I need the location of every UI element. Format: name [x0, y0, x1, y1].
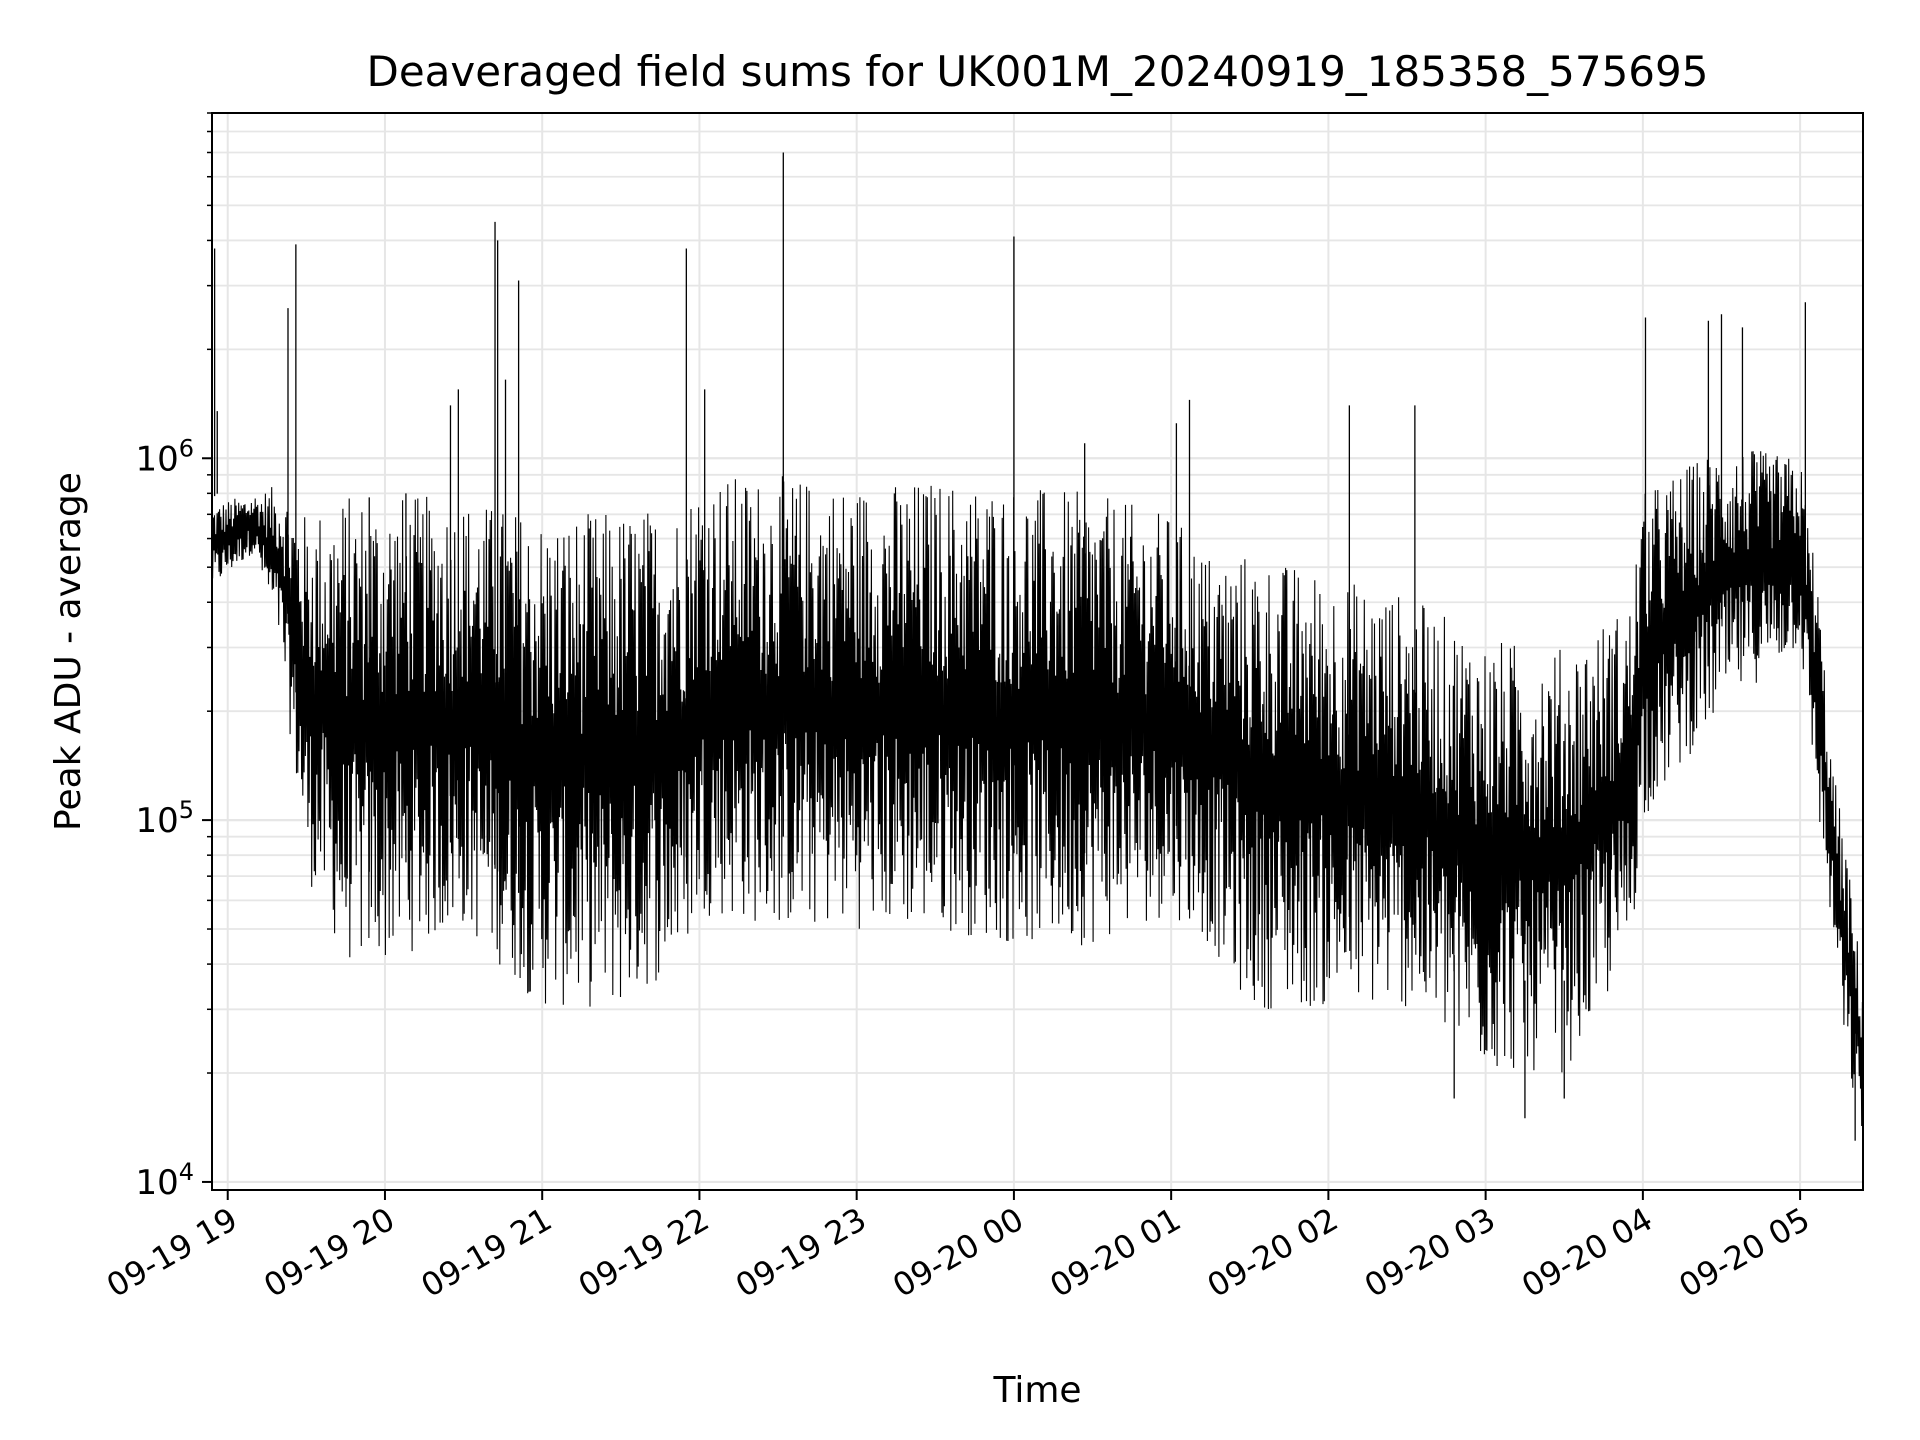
- x-axis-label: Time: [992, 1370, 1081, 1411]
- series-line: [212, 451, 1863, 1127]
- chart-title: Deaveraged field sums for UK001M_2024091…: [367, 47, 1709, 96]
- y-axis-label: Peak ADU - average: [48, 472, 89, 831]
- y-tick-label: 104: [135, 1158, 194, 1203]
- y-tick-label: 106: [135, 434, 194, 479]
- y-axis: 104 105 106: [135, 112, 212, 1203]
- data-series: [212, 152, 1863, 1141]
- y-tick-label: 105: [135, 796, 194, 841]
- axes-frame: [211, 112, 1864, 1191]
